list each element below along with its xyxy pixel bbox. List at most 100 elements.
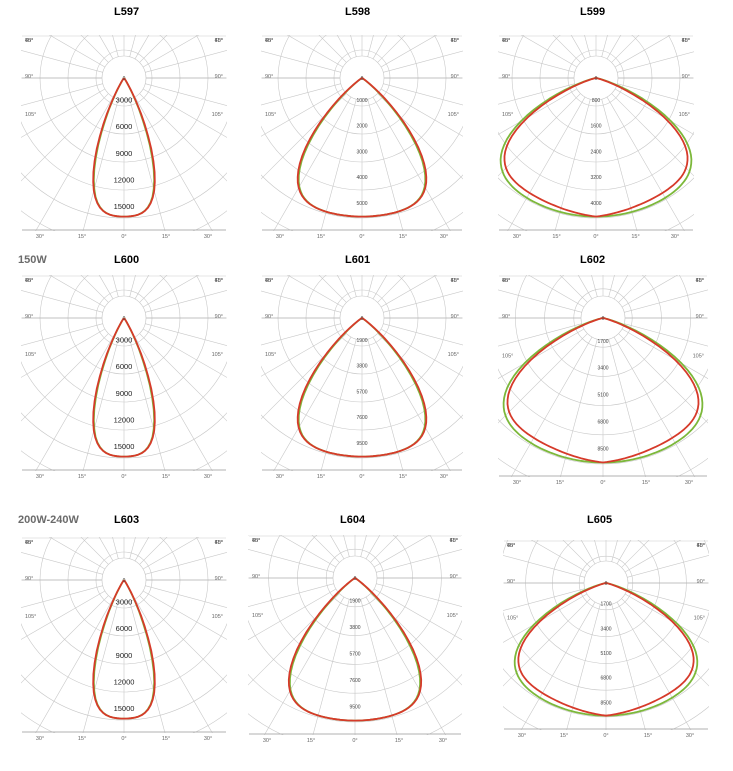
bottom-tick-label: 15° [552, 234, 560, 240]
radial-tick-label: 5100 [600, 651, 611, 657]
grid-spoke [266, 96, 352, 242]
angle-tick-label-right: 90° [215, 74, 223, 80]
series-line-c0-c180 [503, 77, 689, 218]
angle-tick-label-right: 45° [696, 278, 704, 284]
angle-tick-label-left: 75° [25, 38, 33, 44]
bottom-tick-label: 30° [36, 234, 44, 240]
radial-tick-label: 3800 [349, 625, 360, 631]
chart-title-l603: L603 [114, 514, 140, 526]
angle-tick-label-left: 45° [265, 278, 273, 284]
grid-spoke [18, 323, 103, 347]
angle-tick-label-left: 60° [265, 38, 273, 44]
grid-spoke [495, 328, 585, 381]
angle-tick-label-right: 75° [696, 278, 704, 284]
bottom-tick-label: 15° [556, 480, 564, 486]
angle-tick-label-left: 90° [265, 74, 273, 80]
angle-tick-label-right: 45° [451, 38, 459, 44]
series-line-c0-c180 [92, 317, 156, 458]
radial-tick-label: 1700 [600, 602, 611, 608]
radial-tick-label: 3400 [597, 366, 608, 372]
polar-chart-l605: 1700 3400 5100 6800 8500 0 105° 105° 90° 90° 75° 75… [500, 535, 712, 741]
radial-tick-label: 3000 [116, 96, 133, 105]
grid-spoke [145, 323, 230, 347]
center-tick-label: 0 [123, 578, 126, 584]
polar-chart-l601: 1900 3800 5700 7600 9500 0 105° 105° 90° 90° 75° 75… [258, 270, 466, 482]
grid-spoke [372, 96, 458, 242]
grid-spoke [383, 83, 466, 107]
radial-tick-label: 2400 [590, 149, 601, 155]
right-mask [227, 270, 230, 482]
radial-tick-label: 4000 [590, 201, 601, 207]
grid-spoke [18, 49, 103, 73]
radial-tick-label: 15000 [114, 704, 135, 713]
grid-spoke [278, 30, 344, 68]
row-label-150w: 150W [18, 254, 47, 266]
grid-spoke [142, 30, 208, 68]
radial-tick-label: 3800 [356, 364, 367, 370]
radial-tick-label: 3000 [116, 336, 133, 345]
radial-tick-label: 800 [592, 98, 601, 104]
angle-tick-label-left: 105° [265, 352, 276, 358]
grid-spoke [28, 96, 114, 242]
grid-spoke [258, 289, 341, 313]
angle-tick-label-left: 90° [25, 314, 33, 320]
bottom-tick-label: 15° [78, 474, 86, 480]
grid-spoke [313, 270, 347, 303]
bottom-mask [18, 471, 230, 482]
right-mask [694, 30, 697, 242]
bottom-tick-label: 30° [513, 480, 521, 486]
angle-tick-label-right: 75° [697, 543, 705, 549]
grid-spoke [608, 339, 649, 488]
bottom-tick-label: 30° [36, 474, 44, 480]
grid-spoke [611, 604, 649, 741]
grid-spoke [621, 535, 655, 568]
grid-spoke [134, 598, 220, 744]
grid-spoke [380, 328, 466, 379]
bottom-tick-label: 30° [686, 733, 694, 739]
angle-tick-label-right: 105° [448, 352, 459, 358]
right-mask [227, 532, 230, 744]
angle-tick-label-right: 90° [215, 314, 223, 320]
grid-spoke [376, 548, 465, 573]
center-tick-label: 0 [123, 316, 126, 322]
grid-spoke [142, 328, 230, 380]
grid-spoke [563, 604, 601, 741]
grid-spoke [18, 333, 109, 425]
angle-tick-label-right: 60° [451, 278, 459, 284]
angle-tick-label-left: 105° [502, 112, 513, 118]
angle-tick-label-left: 45° [502, 38, 510, 44]
angle-tick-label-right: 90° [451, 74, 459, 80]
grid-spoke [134, 336, 220, 482]
angle-tick-label-left: 60° [252, 538, 260, 544]
angle-tick-label-right: 45° [697, 543, 705, 549]
angle-tick-label-right: 90° [215, 576, 223, 582]
grid-spoke [79, 601, 119, 744]
series-line-c0-c180 [92, 77, 156, 218]
grid-spoke [28, 598, 114, 744]
grid-spoke [372, 336, 458, 482]
grid-spoke [627, 588, 712, 612]
grid-spoke [618, 333, 711, 427]
grid-spoke [380, 88, 466, 139]
grid-spoke [367, 339, 407, 482]
center-tick-label: 0 [361, 76, 364, 82]
bottom-tick-label: 0° [359, 234, 364, 240]
bottom-tick-label: 0° [121, 234, 126, 240]
grid-spoke [75, 532, 109, 565]
angle-tick-label-left: 60° [507, 543, 515, 549]
angle-tick-label-left: 90° [25, 576, 33, 582]
angle-tick-label-left: 105° [25, 614, 36, 620]
chart-title-l600: L600 [114, 254, 140, 266]
grid-spoke [500, 554, 585, 578]
angle-tick-label-right: 105° [679, 112, 690, 118]
bottom-tick-label: 30° [263, 738, 271, 744]
angle-tick-label-right: 60° [451, 38, 459, 44]
angle-tick-label-left: 45° [25, 278, 33, 284]
grid-spoke [28, 336, 114, 482]
radial-tick-label: 6000 [116, 624, 133, 633]
grid-spoke [18, 551, 103, 575]
angle-tick-label-right: 105° [448, 112, 459, 118]
bottom-tick-label: 30° [276, 474, 284, 480]
angle-tick-label-left: 105° [25, 352, 36, 358]
angle-tick-label-left: 90° [252, 574, 260, 580]
